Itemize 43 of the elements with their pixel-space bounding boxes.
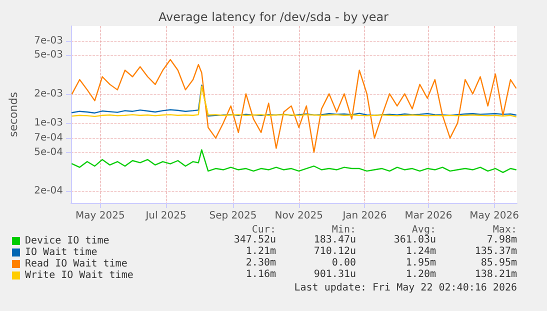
y-tick-label: 7e-03 xyxy=(34,36,63,47)
text: 710.12u xyxy=(314,246,356,257)
x-tick-label: Nov 2025 xyxy=(274,210,323,222)
text: 901.31u xyxy=(314,269,356,280)
y-tick-label: 7e-04 xyxy=(34,132,63,144)
x-tick-label: May 2026 xyxy=(470,210,519,222)
y-tick-label: 2e-03 xyxy=(34,88,63,100)
legend-label: Device IO time xyxy=(25,236,110,246)
y-tick-label: 2e-04 xyxy=(34,185,63,196)
x-tick-label: Mar 2026 xyxy=(404,210,452,222)
text: 1.95m xyxy=(406,258,436,268)
text: 135.37m xyxy=(474,246,518,257)
text: 183.47u xyxy=(314,234,356,246)
text: Max: xyxy=(492,224,517,236)
text: 0.00 xyxy=(332,258,356,268)
text: 1.16m xyxy=(246,269,276,280)
text: 7.98m xyxy=(486,234,518,246)
x-tick-label: Jan 2026 xyxy=(342,210,387,222)
text: 1.21m xyxy=(246,246,276,257)
x-tick-label: May 2025 xyxy=(76,210,125,222)
x-tick-label: Sep 2025 xyxy=(209,210,257,222)
line-series xyxy=(71,149,517,174)
chart-title: Average latency for /dev/sda - by year xyxy=(158,10,389,24)
text: 85.95m xyxy=(480,258,517,268)
y-axis-title: seconds xyxy=(7,92,20,137)
text: Avg: xyxy=(412,224,436,236)
legend-label: IO Wait time xyxy=(25,247,98,258)
text: 1.20m xyxy=(406,269,436,280)
text: 2.30m xyxy=(246,258,276,268)
y-tick-label: 5e-04 xyxy=(34,146,63,158)
text: Last update: Fri May 22 02:40:16 2026 xyxy=(294,282,518,294)
text: Cur: xyxy=(252,224,276,236)
y-tick-label: 1e-03 xyxy=(34,118,63,129)
legend-label: Read IO Wait time xyxy=(25,258,128,270)
text: Min: xyxy=(332,224,356,236)
x-tick-label: Jul 2025 xyxy=(144,210,186,222)
legend-label: Write IO Wait time xyxy=(25,270,134,281)
text: 1.24m xyxy=(406,246,436,257)
text: 347.52u xyxy=(234,234,276,246)
text: 361.03u xyxy=(394,234,436,246)
line-series xyxy=(71,59,517,153)
text: 138.21m xyxy=(474,269,518,280)
y-tick-label: 5e-03 xyxy=(34,50,63,61)
